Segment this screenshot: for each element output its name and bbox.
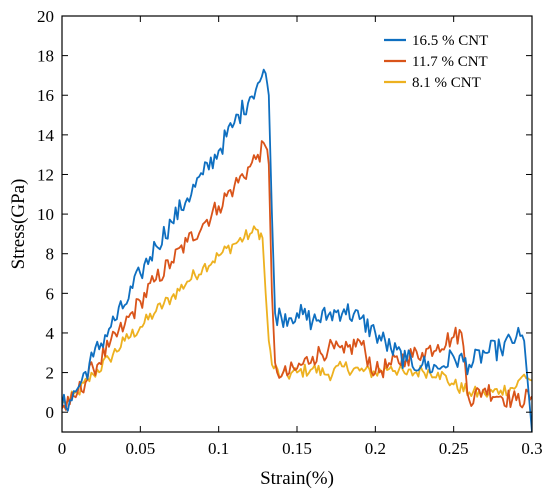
y-tick-label: 14 xyxy=(37,126,55,145)
legend-label: 16.5 % CNT xyxy=(412,33,488,49)
x-axis-ticks: 0 0.05 0.1 0.15 0.2 0.25 0.3 xyxy=(58,16,543,458)
legend-label: 11.7 % CNT xyxy=(412,54,488,70)
x-tick-label: 0.1 xyxy=(208,439,229,458)
y-tick-label: 12 xyxy=(37,165,54,184)
legend-label: 8.1 % CNT xyxy=(412,75,481,91)
y-tick-label: 6 xyxy=(46,284,55,303)
series-line-2 xyxy=(62,140,532,411)
y-tick-label: 0 xyxy=(46,403,55,422)
series-line-3 xyxy=(62,225,532,406)
y-tick-label: 2 xyxy=(46,364,55,383)
series-line-1 xyxy=(62,68,532,432)
legend: 16.5 % CNT 11.7 % CNT 8.1 % CNT xyxy=(384,33,488,91)
y-tick-label: 10 xyxy=(37,205,54,224)
y-tick-label: 18 xyxy=(37,47,54,66)
x-tick-label: 0.05 xyxy=(125,439,155,458)
x-tick-label: 0.2 xyxy=(365,439,386,458)
y-tick-label: 8 xyxy=(46,245,55,264)
x-tick-label: 0.3 xyxy=(521,439,542,458)
y-axis-ticks: 0 2 4 6 8 10 12 14 16 18 20 xyxy=(37,7,532,422)
y-axis-label: Stress(GPa) xyxy=(8,179,29,270)
x-tick-label: 0.25 xyxy=(439,439,469,458)
y-tick-label: 4 xyxy=(46,324,55,343)
series-layer xyxy=(62,68,532,432)
y-tick-label: 20 xyxy=(37,7,54,26)
x-tick-label: 0.15 xyxy=(282,439,312,458)
y-tick-label: 16 xyxy=(37,86,54,105)
x-tick-label: 0 xyxy=(58,439,67,458)
x-axis-label: Strain(%) xyxy=(260,468,334,489)
